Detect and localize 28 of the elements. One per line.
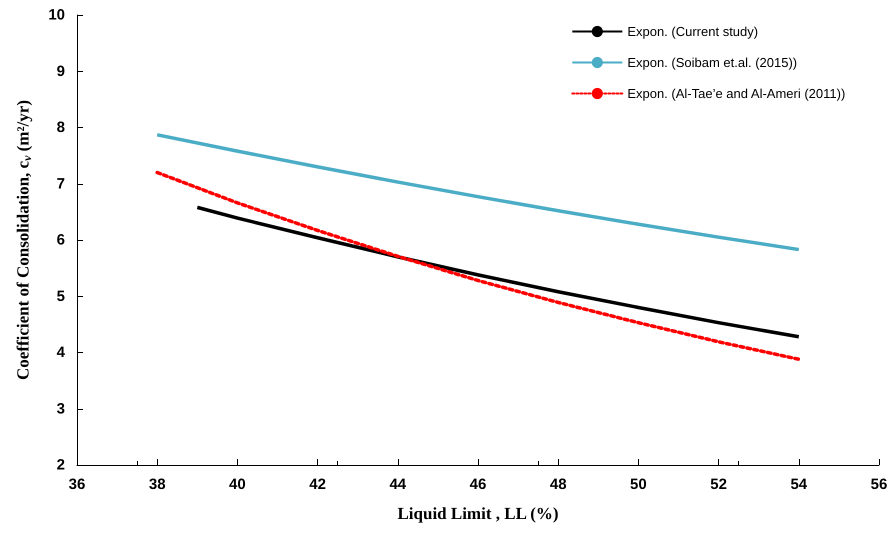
x-tick-label: 42 — [309, 476, 326, 493]
line-series — [155, 133, 801, 252]
line-series — [155, 170, 801, 361]
line-series — [196, 206, 801, 338]
x-tick-label: 44 — [389, 476, 407, 493]
x-axis-title: Liquid Limit , LL (%) — [397, 504, 559, 523]
y-axis-title: Coefficient of Consolidation, cv (m²/yr) — [14, 100, 34, 380]
y-tick-label: 3 — [56, 400, 65, 418]
legend-label: Expon. (Current study) — [627, 24, 758, 39]
legend-label: Expon. (Soibam et.al. (2015)) — [627, 55, 798, 70]
x-tick-label: 52 — [710, 476, 727, 493]
x-tick-label: 56 — [870, 476, 888, 493]
y-tick-label: 7 — [56, 175, 65, 192]
y-tick-label: 2 — [56, 456, 65, 474]
y-tick-label: 4 — [56, 344, 66, 361]
legend-label: Expon. (Al-Tae’e and Al-Ameri (2011)) — [627, 86, 846, 101]
x-tick-label: 38 — [148, 476, 166, 493]
x-tick-label: 50 — [630, 476, 647, 493]
x-tick-label: 40 — [229, 476, 246, 493]
y-tick-label: 6 — [56, 232, 65, 248]
x-tick-label: 46 — [470, 476, 486, 493]
x-tick-label: 48 — [550, 476, 567, 493]
y-tick-label: 9 — [56, 62, 65, 80]
x-tick-label: 36 — [68, 476, 86, 493]
y-tick-label: 10 — [48, 6, 65, 24]
x-tick-label: 54 — [790, 476, 808, 493]
y-tick-label: 5 — [56, 288, 65, 305]
y-tick-label: 8 — [56, 119, 65, 136]
